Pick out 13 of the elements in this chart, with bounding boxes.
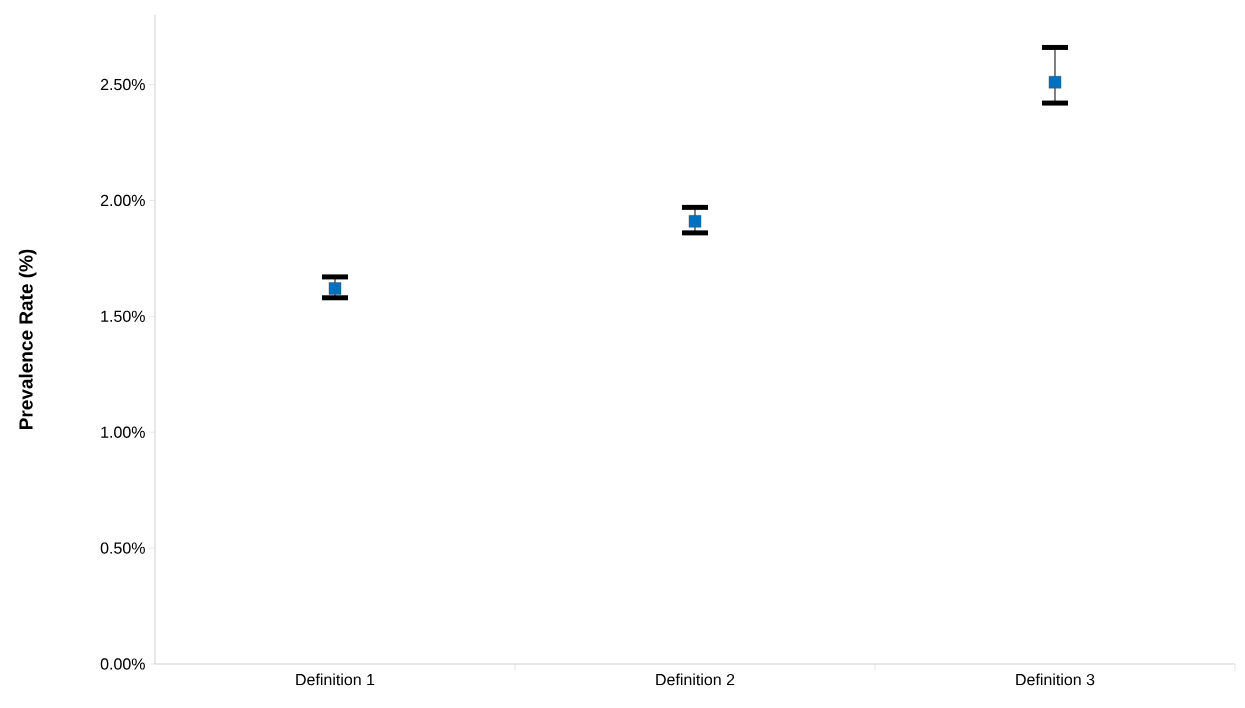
y-tick-label: 0.00% — [100, 658, 145, 670]
y-tick-label: 2.00% — [100, 194, 145, 207]
y-axis-title: Prevalence Rate (%) — [18, 249, 37, 430]
y-tick-label: 2.50% — [100, 78, 145, 91]
y-tick-label: 0.50% — [100, 542, 145, 554]
y-tick-label: 1.00% — [101, 426, 145, 438]
x-tick-label: Definition 1 — [296, 673, 375, 686]
y-tick-label: 1.50% — [101, 310, 145, 322]
point — [328, 282, 342, 295]
point — [688, 215, 702, 228]
x-tick-label: Definition 3 — [1016, 673, 1095, 686]
x-tick-label: Definition 2 — [656, 673, 735, 686]
point — [1048, 76, 1062, 89]
